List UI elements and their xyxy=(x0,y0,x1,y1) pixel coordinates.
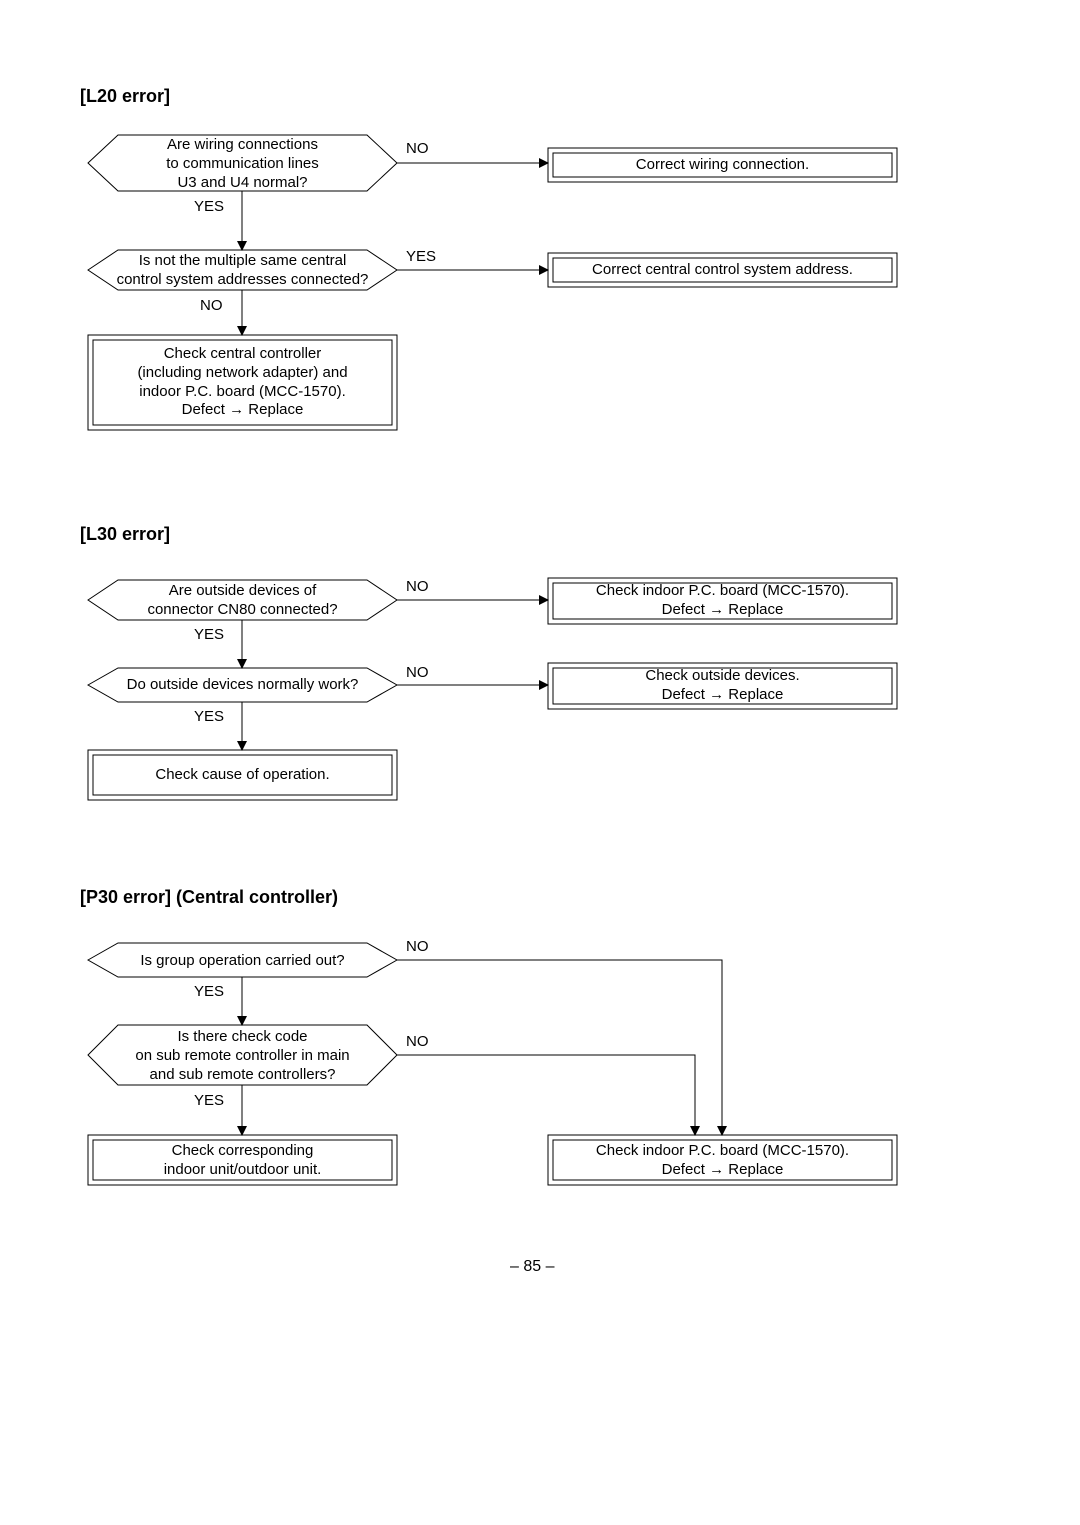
p30-d1-yes-label: YES xyxy=(192,983,226,1000)
l20-process-2: Correct central control system address. xyxy=(548,261,897,280)
p30-d2-no-label: NO xyxy=(404,1033,431,1050)
p30-d2-yes-label: YES xyxy=(192,1092,226,1109)
l30-d2-yes-label: YES xyxy=(192,708,226,725)
p30-process-1: Check correspondingindoor unit/outdoor u… xyxy=(88,1142,397,1180)
l30-d2-no-label: NO xyxy=(404,664,431,681)
l20-process-1: Correct wiring connection. xyxy=(548,156,897,175)
page: [L20 error] [L30 error] [P30 error] (Cen… xyxy=(0,0,1080,1525)
l30-process-2: Check outside devices.Defect → Replace xyxy=(548,667,897,705)
l30-decision-1: Are outside devices ofconnector CN80 con… xyxy=(88,582,397,620)
l20-decision-1: Are wiring connectionsto communication l… xyxy=(88,136,397,192)
l20-d2-no-label: NO xyxy=(198,297,225,314)
p30-decision-2: Is there check codeon sub remote control… xyxy=(88,1028,397,1084)
l30-process-1: Check indoor P.C. board (MCC-1570).Defec… xyxy=(548,582,897,620)
p30-d1-no-label: NO xyxy=(404,938,431,955)
l20-d1-no-label: NO xyxy=(404,140,431,157)
page-number: – 85 – xyxy=(510,1258,554,1276)
l20-process-3: Check central controller(including netwo… xyxy=(88,345,397,420)
l30-decision-2: Do outside devices normally work? xyxy=(88,676,397,695)
flowchart-svg xyxy=(0,0,1080,1525)
l20-d2-yes-label: YES xyxy=(404,248,438,265)
l30-d1-yes-label: YES xyxy=(192,626,226,643)
l30-process-3: Check cause of operation. xyxy=(88,766,397,785)
l20-decision-2: Is not the multiple same centralcontrol … xyxy=(88,252,397,290)
l30-d1-no-label: NO xyxy=(404,578,431,595)
p30-process-2: Check indoor P.C. board (MCC-1570).Defec… xyxy=(548,1142,897,1180)
p30-decision-1: Is group operation carried out? xyxy=(88,952,397,971)
l20-d1-yes-label: YES xyxy=(192,198,226,215)
